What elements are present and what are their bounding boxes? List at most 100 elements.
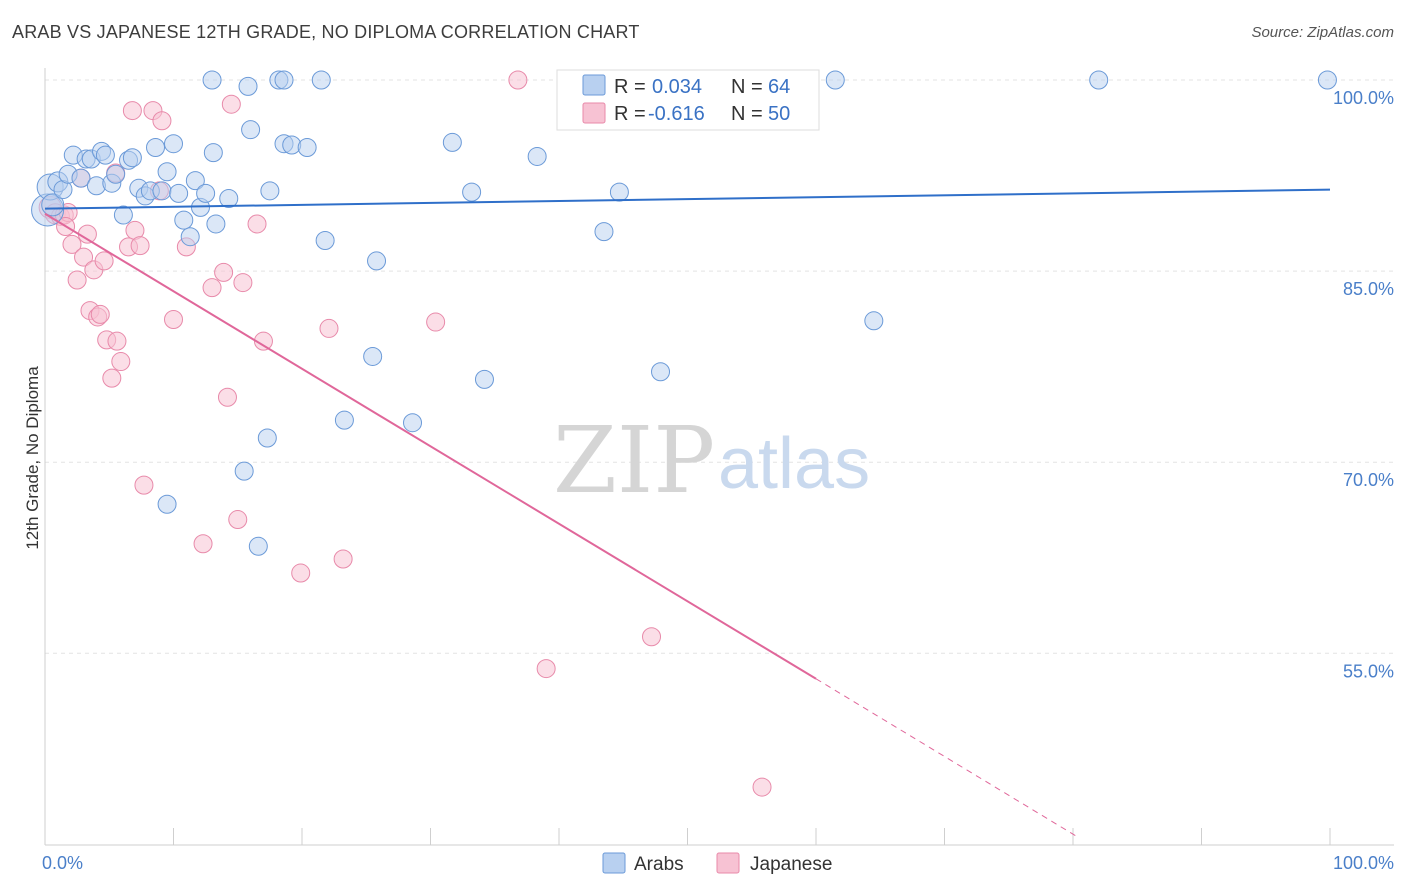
arabs-point	[185, 171, 205, 191]
y-tick-label-1: 85.0%	[1343, 279, 1394, 299]
japanese-point	[217, 387, 237, 407]
arabs-point	[152, 181, 172, 201]
y-axis-label: 12th Grade, No Diploma	[23, 366, 42, 550]
arabs-point	[462, 182, 482, 202]
arabs-point	[825, 70, 845, 90]
japanese-point	[642, 627, 662, 647]
watermark-atlas: atlas	[718, 424, 870, 504]
arabs-point	[367, 251, 387, 271]
arabs-point	[260, 181, 280, 201]
japanese-point	[111, 352, 131, 372]
arabs-point	[41, 193, 65, 217]
arabs-point	[95, 145, 115, 165]
japanese-point	[233, 273, 253, 293]
legend-swatch-japanese	[582, 102, 606, 124]
arabs-point	[651, 362, 671, 382]
arabs-point	[442, 132, 462, 152]
arabs-point	[202, 70, 222, 90]
watermark-zip: ZIP	[553, 407, 715, 514]
arabs-point	[594, 222, 614, 242]
arabs-point	[106, 164, 126, 184]
legend-arabs-r-value: 0.034	[652, 76, 702, 98]
arabs-point	[203, 143, 223, 163]
japanese-point	[247, 214, 267, 234]
trend-lines	[44, 188, 1331, 839]
arabs-point	[1089, 70, 1109, 90]
japanese-trend-line-extension	[815, 678, 1080, 839]
japanese-point	[536, 659, 556, 679]
arabs-point	[241, 120, 261, 140]
arabs-point	[157, 162, 177, 182]
arabs-point	[196, 183, 216, 203]
arabs-point	[71, 168, 91, 188]
japanese-point	[74, 247, 94, 267]
japanese-point	[94, 251, 114, 271]
bottom-legend-swatch-arabs	[602, 852, 626, 874]
legend-arabs-n-value: 64	[768, 76, 790, 98]
japanese-point	[228, 510, 248, 530]
japanese-point	[221, 94, 241, 114]
y-tick-labels: 100.0% 85.0% 70.0% 55.0%	[1333, 88, 1394, 681]
arabs-point	[1317, 70, 1337, 90]
japanese-point	[134, 475, 154, 495]
bottom-legend: Arabs Japanese	[602, 852, 832, 875]
arabs-point	[474, 369, 494, 389]
arabs-point	[257, 428, 277, 448]
japanese-trend-line	[44, 212, 817, 680]
japanese-point	[164, 310, 183, 330]
legend-japanese-r-label: R =	[614, 103, 646, 125]
japanese-point	[508, 70, 528, 90]
arabs-point	[146, 138, 166, 158]
arabs-point	[169, 183, 189, 203]
x-tick-label-max: 100.0%	[1333, 853, 1394, 873]
japanese-point	[214, 262, 234, 282]
y-tick-label-3: 55.0%	[1343, 661, 1394, 681]
arabs-point	[363, 346, 383, 366]
legend-japanese-n-value: 50	[768, 103, 790, 125]
chart-source: Source: ZipAtlas.com	[1251, 24, 1394, 41]
bottom-legend-swatch-japanese	[716, 852, 740, 874]
arabs-point	[113, 205, 133, 225]
grid-lines	[45, 79, 1394, 654]
japanese-point	[102, 368, 122, 388]
japanese-point	[152, 111, 172, 131]
arabs-point	[609, 182, 629, 202]
arabs-point	[157, 494, 177, 514]
y-tick-label-2: 70.0%	[1343, 470, 1394, 490]
bottom-legend-arabs: Arabs	[634, 854, 684, 875]
arabs-point	[238, 76, 258, 96]
arabs-point	[248, 536, 268, 556]
legend-japanese-r-value: -0.616	[648, 103, 705, 125]
arabs-point	[206, 214, 226, 234]
bottom-legend-japanese: Japanese	[750, 854, 832, 875]
arabs-point	[234, 461, 254, 481]
arabs-point	[334, 410, 354, 430]
arabs-point	[311, 70, 331, 90]
arabs-point	[403, 413, 423, 433]
arabs-trend-line	[44, 188, 1331, 210]
japanese-point	[333, 549, 353, 569]
japanese-point	[319, 318, 339, 338]
y-tick-label-0: 100.0%	[1333, 88, 1394, 108]
japanese-point	[62, 234, 82, 254]
arabs-point	[219, 188, 239, 208]
arabs-point	[864, 311, 884, 331]
arabs-point	[164, 134, 183, 154]
legend-japanese-n-label: N =	[731, 103, 763, 125]
japanese-point	[193, 534, 213, 554]
legend-box: R = 0.034 N = 64 R = -0.616 N = 50	[556, 69, 820, 131]
japanese-point	[202, 278, 222, 298]
watermark: ZIP atlas	[553, 407, 870, 514]
japanese-point	[291, 563, 311, 583]
arabs-points	[31, 70, 1337, 556]
arabs-point	[297, 138, 317, 158]
japanese-point	[122, 101, 142, 121]
japanese-point	[752, 777, 772, 797]
arabs-point	[122, 148, 142, 168]
legend-arabs-n-label: N =	[731, 76, 763, 98]
arabs-point	[274, 70, 294, 90]
arabs-point	[180, 227, 200, 247]
legend-swatch-arabs	[582, 74, 606, 96]
japanese-point	[107, 331, 127, 351]
